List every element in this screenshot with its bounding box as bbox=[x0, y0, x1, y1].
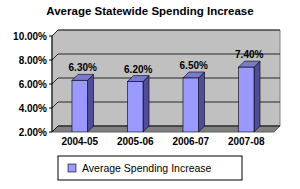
grid-line bbox=[52, 30, 280, 36]
bar-top bbox=[238, 61, 260, 67]
bar-top bbox=[127, 76, 149, 82]
tick-label: 10.00% bbox=[13, 31, 47, 42]
legend bbox=[58, 156, 242, 180]
bar-side bbox=[143, 76, 149, 132]
legend-label: Average Spending Increase bbox=[82, 162, 212, 174]
bar bbox=[183, 78, 199, 132]
legend-swatch bbox=[68, 164, 76, 172]
category-label: 2006-07 bbox=[172, 136, 209, 147]
tick-label: 4.00% bbox=[19, 103, 47, 114]
tick-label: 6.00% bbox=[19, 79, 47, 90]
bar-top bbox=[183, 72, 205, 78]
bar-side bbox=[88, 74, 94, 132]
category-label: 2004-05 bbox=[61, 136, 98, 147]
category-label: 2005-06 bbox=[117, 136, 154, 147]
bar-top bbox=[72, 74, 94, 80]
bar bbox=[127, 82, 143, 132]
plot-wall bbox=[52, 30, 280, 132]
tick-label: 2.00% bbox=[19, 127, 47, 138]
y-axis bbox=[52, 36, 53, 132]
data-label: 6.20% bbox=[124, 64, 152, 75]
bar bbox=[238, 67, 254, 132]
tick-label: 8.00% bbox=[19, 55, 47, 66]
bar bbox=[72, 80, 88, 132]
chart: Average Statewide Spending Increase 2.00%… bbox=[0, 0, 300, 189]
data-label: 6.50% bbox=[180, 60, 208, 71]
bar-side bbox=[254, 61, 260, 132]
bar-side bbox=[199, 72, 205, 132]
bars bbox=[72, 61, 260, 132]
data-label: 6.30% bbox=[69, 62, 97, 73]
category-label: 2007-08 bbox=[228, 136, 265, 147]
title: Average Statewide Spending Increase bbox=[46, 5, 253, 17]
data-label: 7.40% bbox=[235, 49, 263, 60]
